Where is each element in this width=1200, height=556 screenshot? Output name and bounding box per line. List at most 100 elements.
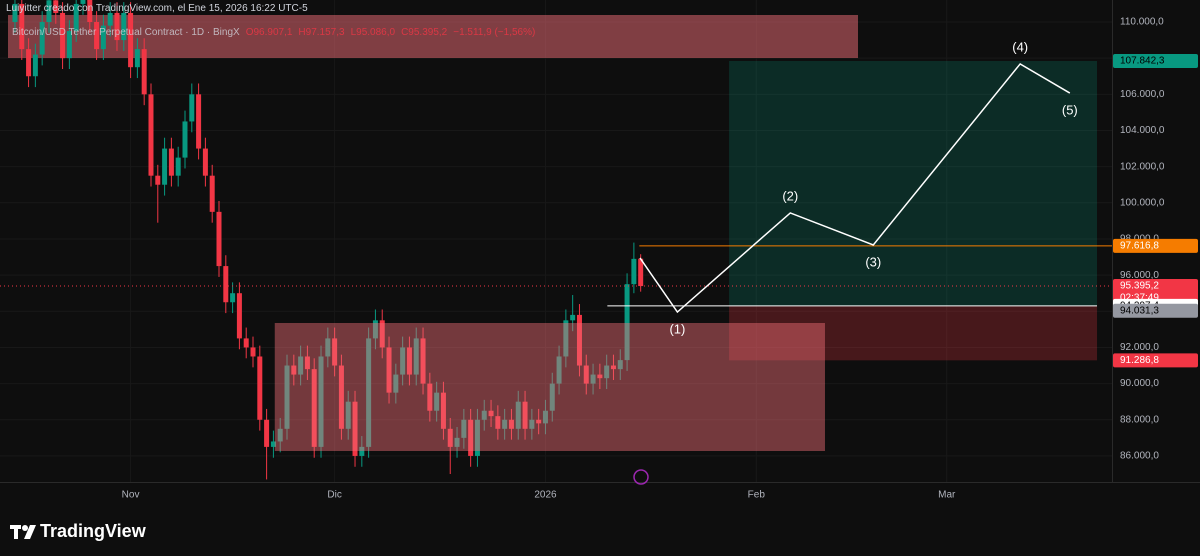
candle-body [250, 347, 256, 357]
price-label: 91.286,8 [1120, 355, 1159, 366]
candle-body [26, 49, 32, 77]
candle-body [638, 258, 644, 287]
candle-body [549, 383, 555, 411]
legend-box [8, 15, 858, 58]
candle-body [53, 0, 59, 13]
candle-body [590, 374, 596, 384]
candle-body [270, 441, 276, 447]
brand-logo [10, 525, 36, 539]
candle-body [604, 365, 610, 379]
y-axis-border [1112, 0, 1113, 482]
legend: Bitcoin/USD Tether Perpetual Contract · … [12, 27, 535, 38]
candle-body [12, 3, 18, 23]
y-tick-label: 104.000,0 [1120, 125, 1165, 136]
candle-body [73, 3, 79, 32]
legend-title: Bitcoin/USD Tether Perpetual Contract · … [12, 27, 240, 38]
y-tick-label: 102.000,0 [1120, 161, 1165, 172]
y-tick-label: 106.000,0 [1120, 89, 1165, 100]
candle-body [189, 94, 195, 122]
candle-body [277, 428, 283, 442]
candle-body [80, 0, 86, 4]
candle-body [481, 410, 487, 420]
candle-body [257, 356, 263, 420]
target-zone [729, 61, 1098, 306]
wave-label: (3) [865, 254, 881, 269]
candle-body [345, 401, 351, 429]
price-label-bg [1113, 54, 1198, 69]
candle-body [318, 356, 324, 447]
candle-body [311, 369, 317, 447]
y-tick-label: 92.000,0 [1120, 342, 1159, 353]
candle-body [522, 401, 528, 429]
candle-body [94, 22, 100, 50]
price-label: 95.395,2 [1120, 281, 1159, 292]
candle-body [66, 31, 72, 59]
legend-value: L95.086,0 [350, 27, 396, 38]
candle-body [393, 374, 399, 393]
candle-body [570, 314, 576, 321]
candle-body [60, 12, 66, 59]
candle-body [196, 94, 202, 149]
candle-body [264, 419, 270, 447]
candle-body [107, 12, 113, 26]
candle-body [168, 148, 174, 176]
candle-body [134, 49, 140, 68]
candle-body [420, 338, 426, 384]
price-label-bg [1113, 238, 1198, 253]
candle-body [563, 320, 569, 357]
candle-body [386, 347, 392, 393]
price-label: 97.616,8 [1120, 241, 1159, 252]
candle-body [617, 360, 623, 370]
candle-body [631, 258, 637, 285]
candle-body [474, 419, 480, 456]
candle-body [298, 356, 304, 375]
y-tick-label: 110.000,0 [1120, 17, 1164, 28]
y-tick-label: 88.000,0 [1120, 414, 1159, 425]
candle-body [502, 419, 508, 429]
candle-body [202, 148, 208, 176]
candle-body [230, 293, 236, 303]
candle-body [515, 401, 521, 429]
x-tick-label: 2026 [534, 490, 557, 501]
candle-body [175, 157, 181, 176]
candle-body [338, 365, 344, 429]
x-tick-label: Feb [748, 490, 766, 501]
candle-body [556, 356, 562, 384]
candle-body [508, 419, 514, 429]
candle-body [610, 365, 616, 370]
brand: TradingView [40, 521, 146, 541]
candle-body [352, 401, 358, 456]
price-label-bg [1113, 279, 1198, 306]
candle-body [624, 284, 630, 361]
price-label-bg [1113, 303, 1198, 318]
candle-body [434, 392, 440, 411]
legend-value: C95.395,2 [401, 27, 448, 38]
candle-body [291, 365, 297, 375]
candle-body [495, 416, 501, 429]
candle-body [379, 320, 385, 348]
candle-body [529, 419, 535, 429]
y-tick-label: 96.000,0 [1120, 270, 1159, 281]
candle-body [400, 347, 406, 375]
candle-body [121, 12, 127, 41]
candle-body [488, 410, 494, 417]
candle-body [243, 338, 249, 348]
candle-body [332, 338, 338, 366]
candle-body [19, 3, 25, 50]
legend-value: −1.511,9 (−1,56%) [453, 27, 536, 38]
candle-body [32, 54, 38, 77]
candle-body [536, 419, 542, 424]
candle-body [576, 314, 582, 366]
price-label-bg [1113, 353, 1198, 368]
candle-body [87, 0, 93, 23]
candle-body [39, 22, 45, 55]
demand-zone [274, 323, 825, 452]
candle-body [182, 121, 188, 158]
price-label: 94.031,3 [1120, 305, 1159, 316]
candle-body [461, 419, 467, 438]
candle-body [141, 49, 147, 95]
price-label: 107.842,3 [1120, 56, 1165, 67]
wave-label: (1) [669, 321, 685, 336]
